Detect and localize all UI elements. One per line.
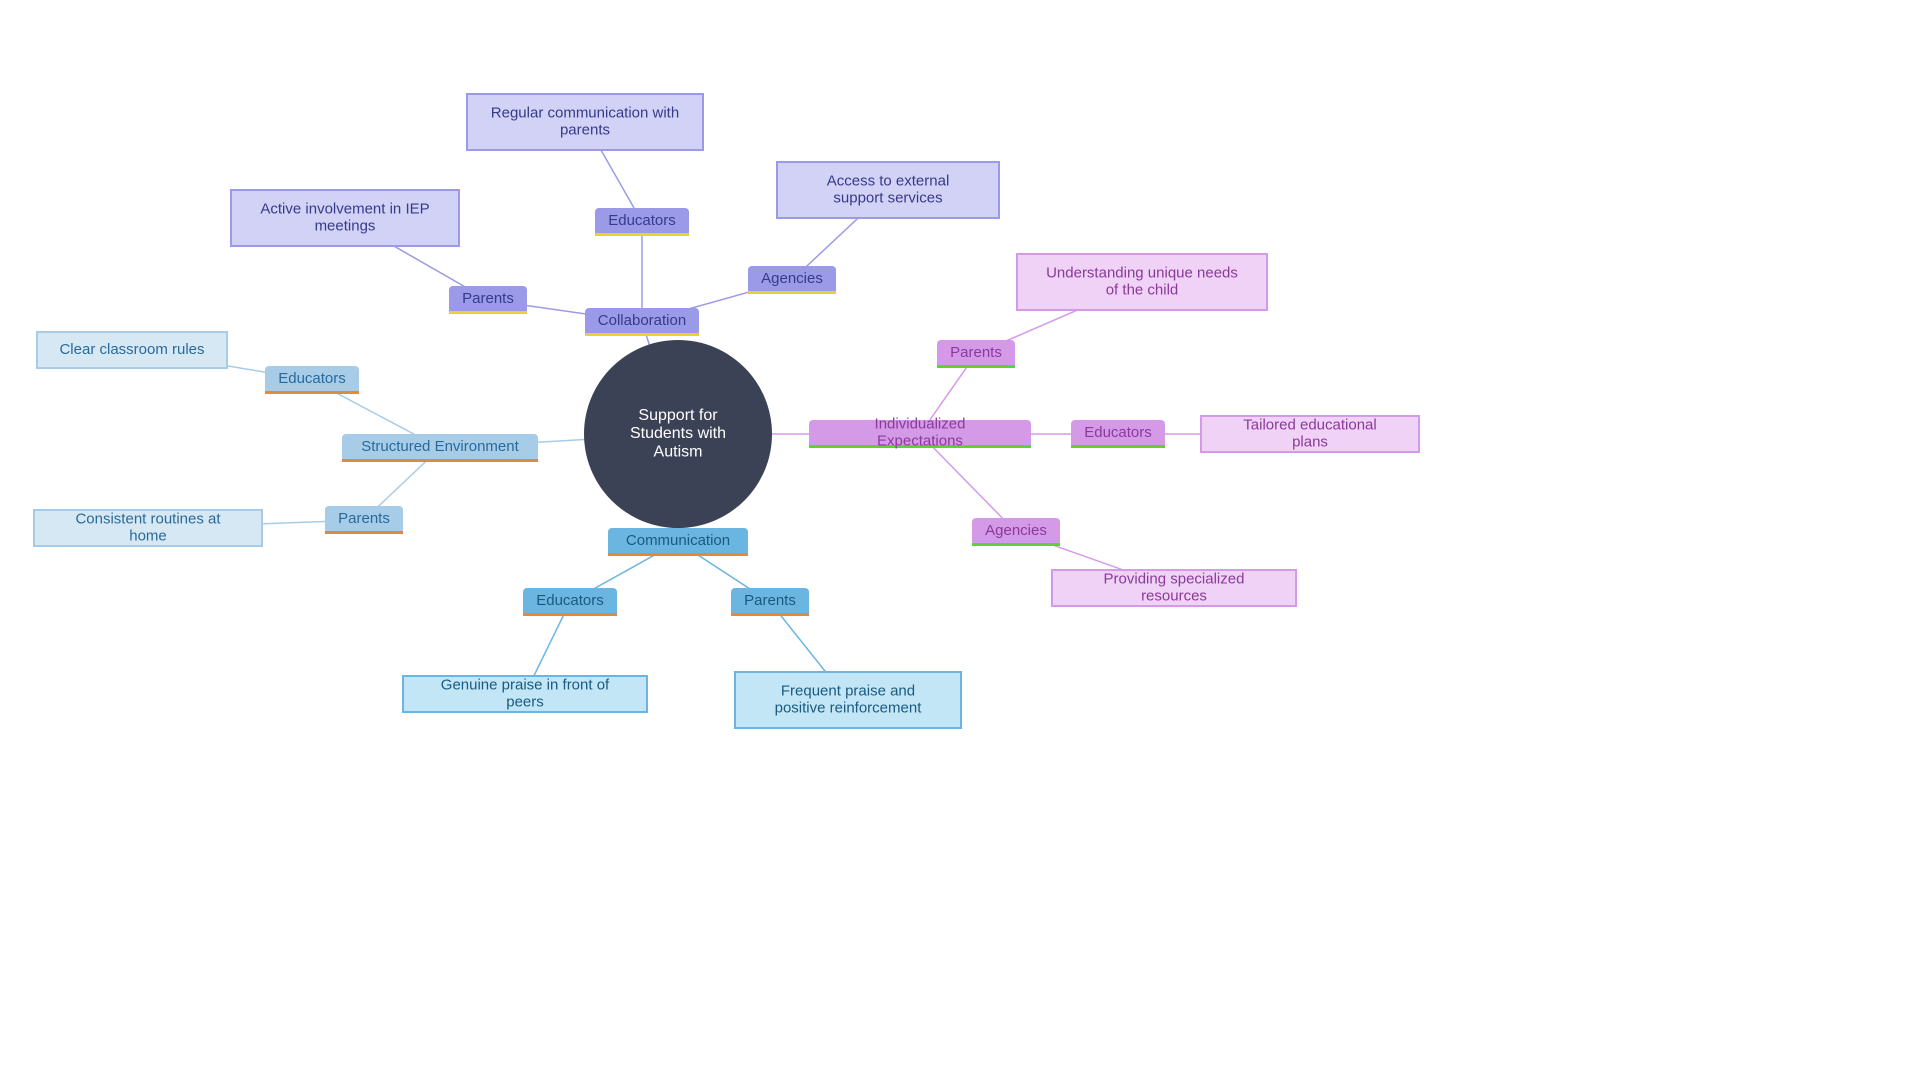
child-node: Educators [265, 366, 359, 394]
svg-text:Structured Environment: Structured Environment [361, 438, 519, 455]
svg-text:IndividualizedExpectations: IndividualizedExpectations [875, 415, 966, 449]
branch-node: IndividualizedExpectations [809, 415, 1031, 449]
svg-text:Collaboration: Collaboration [598, 312, 686, 329]
child-node: Parents [449, 286, 527, 314]
mindmap-diagram: Support forStudents withAutismCollaborat… [0, 0, 1920, 1080]
svg-text:Parents: Parents [950, 344, 1002, 361]
child-node: Parents [731, 588, 809, 616]
svg-text:Educators: Educators [278, 370, 346, 387]
child-node: Educators [523, 588, 617, 616]
leaf-node: Genuine praise in front ofpeers [403, 676, 647, 712]
leaf-node: Clear classroom rules [37, 332, 227, 368]
leaf-node: Active involvement in IEPmeetings [231, 190, 459, 246]
leaf-node: Access to externalsupport services [777, 162, 999, 218]
child-node: Agencies [972, 518, 1060, 546]
svg-text:Parents: Parents [462, 290, 514, 307]
child-node: Educators [1071, 420, 1165, 448]
nodes-layer: Support forStudents withAutismCollaborat… [34, 94, 1419, 728]
branch-node: Structured Environment [342, 434, 538, 462]
leaf-node: Tailored educationalplans [1201, 416, 1419, 452]
child-node: Parents [937, 340, 1015, 368]
svg-text:Frequent praise andpositive re: Frequent praise andpositive reinforcemen… [775, 682, 923, 716]
leaf-node: Providing specializedresources [1052, 570, 1296, 606]
svg-text:Educators: Educators [536, 592, 604, 609]
leaf-node: Regular communication withparents [467, 94, 703, 150]
svg-text:Educators: Educators [1084, 424, 1152, 441]
child-node: Agencies [748, 266, 836, 294]
leaf-node: Understanding unique needsof the child [1017, 254, 1267, 310]
branch-node: Collaboration [585, 308, 699, 336]
svg-text:Parents: Parents [744, 592, 796, 609]
branch-node: Communication [608, 528, 748, 556]
svg-text:Agencies: Agencies [985, 522, 1047, 539]
svg-text:Clear classroom rules: Clear classroom rules [59, 341, 204, 358]
leaf-node: Frequent praise andpositive reinforcemen… [735, 672, 961, 728]
svg-text:Agencies: Agencies [761, 270, 823, 287]
svg-text:Educators: Educators [608, 212, 676, 229]
leaf-node: Consistent routines athome [34, 510, 262, 546]
svg-text:Parents: Parents [338, 510, 390, 527]
child-node: Parents [325, 506, 403, 534]
svg-text:Access to externalsupport serv: Access to externalsupport services [827, 172, 950, 206]
svg-text:Communication: Communication [626, 532, 730, 549]
child-node: Educators [595, 208, 689, 236]
